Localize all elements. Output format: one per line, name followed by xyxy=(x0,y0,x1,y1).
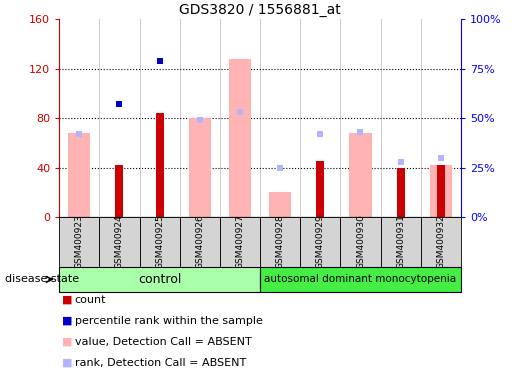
Text: GSM400930: GSM400930 xyxy=(356,215,365,269)
Text: GSM400927: GSM400927 xyxy=(235,215,245,269)
Text: GSM400925: GSM400925 xyxy=(155,215,164,269)
Bar xyxy=(99,217,140,267)
Bar xyxy=(350,133,371,217)
Text: GSM400932: GSM400932 xyxy=(436,215,445,269)
Bar xyxy=(437,165,445,217)
Bar xyxy=(316,161,324,217)
Bar xyxy=(260,267,461,292)
Bar xyxy=(156,113,164,217)
Bar xyxy=(180,217,220,267)
Text: GSM400928: GSM400928 xyxy=(276,215,285,269)
Text: count: count xyxy=(75,295,106,305)
Bar xyxy=(381,217,421,267)
Bar xyxy=(189,118,211,217)
Text: GSM400924: GSM400924 xyxy=(115,215,124,269)
Text: ■: ■ xyxy=(62,358,72,368)
Bar xyxy=(140,217,180,267)
Bar xyxy=(68,133,90,217)
Text: ■: ■ xyxy=(62,337,72,347)
Text: ■: ■ xyxy=(62,295,72,305)
Text: GSM400931: GSM400931 xyxy=(396,215,405,269)
Text: rank, Detection Call = ABSENT: rank, Detection Call = ABSENT xyxy=(75,358,246,368)
Text: percentile rank within the sample: percentile rank within the sample xyxy=(75,316,263,326)
Bar xyxy=(59,267,260,292)
Text: GSM400929: GSM400929 xyxy=(316,215,325,269)
Bar xyxy=(59,217,99,267)
Bar xyxy=(229,59,251,217)
Text: control: control xyxy=(138,273,181,286)
Bar xyxy=(260,217,300,267)
Bar xyxy=(430,165,452,217)
Text: disease state: disease state xyxy=(5,274,79,285)
Bar xyxy=(397,167,405,217)
Text: value, Detection Call = ABSENT: value, Detection Call = ABSENT xyxy=(75,337,251,347)
Text: ■: ■ xyxy=(62,316,72,326)
Bar xyxy=(269,192,291,217)
Text: GSM400926: GSM400926 xyxy=(195,215,204,269)
Bar xyxy=(300,217,340,267)
Title: GDS3820 / 1556881_at: GDS3820 / 1556881_at xyxy=(179,3,341,17)
Bar xyxy=(421,217,461,267)
Text: autosomal dominant monocytopenia: autosomal dominant monocytopenia xyxy=(264,274,457,285)
Bar xyxy=(340,217,381,267)
Text: GSM400923: GSM400923 xyxy=(75,215,84,269)
Bar xyxy=(220,217,260,267)
Bar xyxy=(115,165,124,217)
